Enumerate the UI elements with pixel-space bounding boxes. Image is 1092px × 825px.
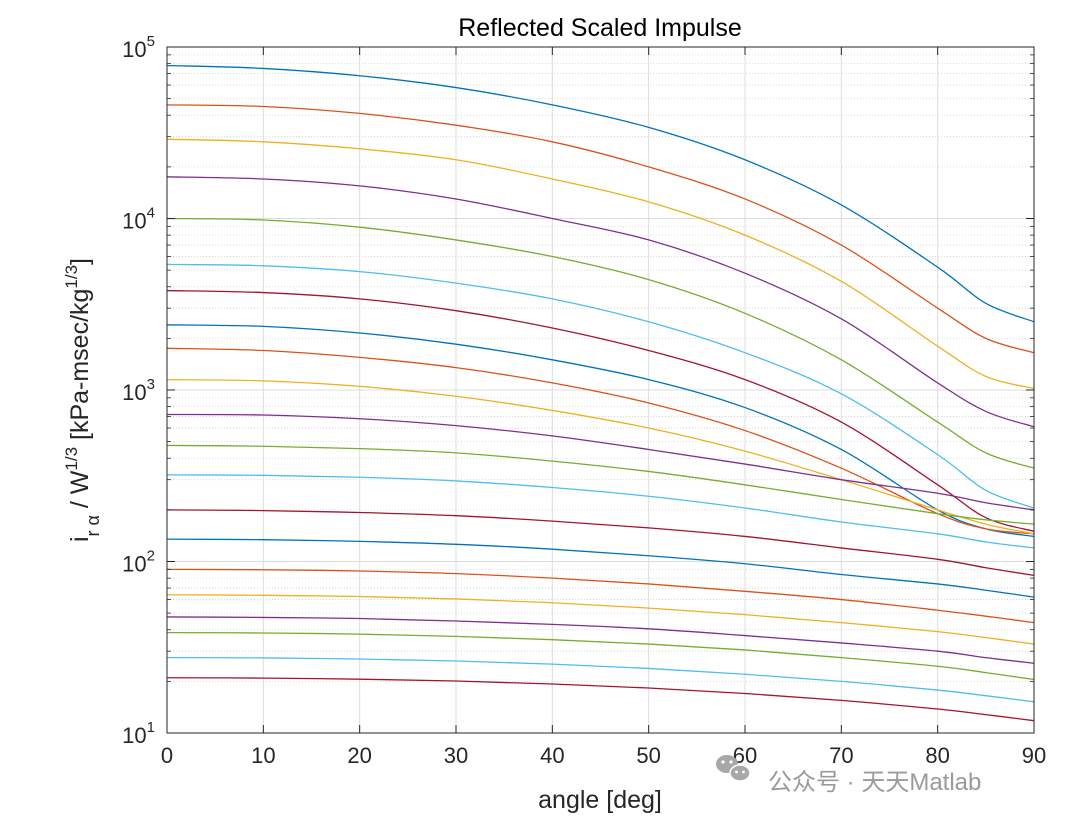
watermark-text: 公众号 · 天天Matlab [768, 769, 981, 796]
wechat-icon [716, 755, 751, 782]
y-label-sup2: 1/3 [62, 265, 81, 289]
x-tick-label: 30 [444, 743, 468, 768]
x-axis-label: angle [deg] [538, 786, 662, 814]
x-tick-label: 70 [829, 743, 853, 768]
x-tick-label: 20 [347, 743, 371, 768]
series-line-curve-4 [166, 176, 1035, 428]
y-tick-label: 104 [122, 205, 155, 234]
y-label-close: ] [66, 258, 94, 265]
x-tick-label: 80 [925, 743, 949, 768]
y-label-mid: / W [66, 470, 94, 515]
series-line-curve-2 [166, 104, 1035, 354]
y-tick-labels: 101 102 103 104 105 [122, 33, 155, 748]
series-line-curve-21 [166, 677, 1035, 722]
watermark: 公众号 · 天天Matlab [716, 755, 981, 796]
series-line-curve-20 [166, 657, 1035, 703]
y-tick-label: 102 [122, 548, 155, 577]
x-tick-label: 0 [161, 743, 173, 768]
series-line-curve-16 [166, 568, 1035, 624]
x-tick-labels: 0 10 20 30 40 50 60 70 80 90 [161, 743, 1046, 768]
series-line-curve-19 [166, 631, 1035, 681]
series-line-curve-1 [166, 64, 1035, 323]
series-line-curve-17 [166, 594, 1035, 645]
grid [166, 46, 1035, 734]
y-label-sub: r α [83, 515, 103, 536]
y-label-main: i [66, 536, 94, 542]
y-axis-label: ir α / W1/3 [kPa-msec/kg1/3] [62, 258, 103, 542]
y-tick-label: 103 [122, 376, 155, 405]
series-lines [166, 64, 1035, 722]
series-line-curve-15 [166, 538, 1035, 598]
x-tick-label: 40 [540, 743, 564, 768]
series-line-curve-14 [166, 509, 1035, 577]
series-line-curve-12 [166, 444, 1035, 525]
y-label-unit: [kPa-msec/kg [66, 289, 94, 447]
series-line-curve-18 [166, 616, 1035, 664]
y-tick-label: 101 [122, 719, 155, 748]
chart-title: Reflected Scaled Impulse [458, 14, 741, 42]
series-line-curve-10 [166, 378, 1035, 535]
series-line-curve-3 [166, 138, 1035, 390]
x-tick-label: 10 [251, 743, 275, 768]
series-line-curve-13 [166, 474, 1035, 549]
series-line-curve-7 [166, 289, 1035, 532]
series-line-curve-11 [166, 413, 1035, 511]
y-label-sup1: 1/3 [62, 447, 81, 471]
series-line-curve-5 [166, 217, 1035, 469]
x-tick-label: 90 [1022, 743, 1046, 768]
ticks [166, 46, 1035, 734]
x-tick-label: 50 [636, 743, 660, 768]
series-line-curve-6 [166, 263, 1035, 509]
y-tick-label: 105 [122, 33, 155, 62]
